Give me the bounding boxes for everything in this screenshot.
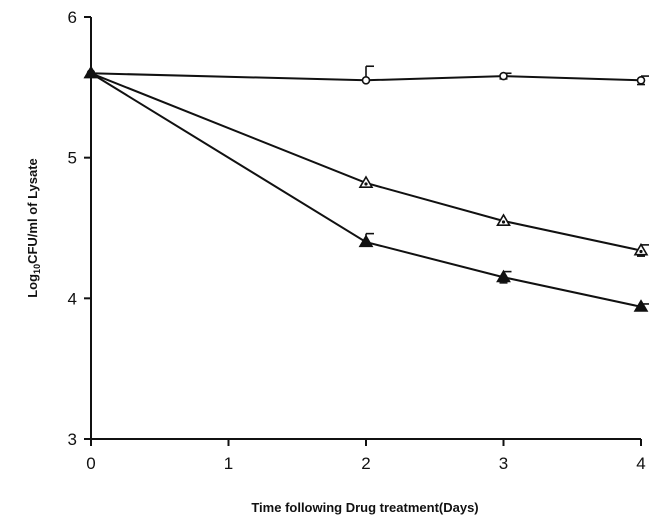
series-open-circle <box>86 65 649 86</box>
x-tick-label: 1 <box>224 454 233 473</box>
x-tick-label: 3 <box>499 454 508 473</box>
y-axis-label-sub: 10 <box>32 264 42 274</box>
data-point-dot <box>639 249 643 254</box>
y-tick-label: 5 <box>68 149 77 168</box>
data-point-dot <box>501 220 506 224</box>
data-point <box>633 299 649 312</box>
series-layer <box>83 65 649 312</box>
data-point <box>358 175 374 188</box>
series-line <box>90 72 642 252</box>
data-point-dot <box>364 182 368 186</box>
x-tick-label: 4 <box>636 454 645 473</box>
y-axis-label: Log10CFU/ml of Lysate <box>25 158 42 298</box>
series-line <box>90 72 642 308</box>
data-point <box>83 65 99 79</box>
data-point <box>496 213 511 226</box>
y-axis-label-pre: Log <box>25 274 40 298</box>
x-tick-label: 0 <box>86 454 95 473</box>
series-filled-triangle <box>83 65 649 312</box>
data-point <box>496 269 511 283</box>
ticks: 3 4 5 6 0 1 2 3 4 <box>68 8 646 473</box>
data-point <box>361 76 371 85</box>
data-point <box>358 234 374 248</box>
y-tick-label: 6 <box>68 8 77 27</box>
y-tick-label: 3 <box>68 430 77 449</box>
y-axis-label-post: CFU/ml of Lysate <box>25 158 40 264</box>
data-point <box>636 76 646 85</box>
y-tick-label: 4 <box>68 289 77 308</box>
series-open-triangle <box>83 65 649 257</box>
x-axis-label: Time following Drug treatment(Days) <box>251 500 478 515</box>
x-tick-label: 2 <box>361 454 370 473</box>
series-line <box>90 72 642 82</box>
data-point <box>633 242 649 256</box>
data-point <box>499 71 508 81</box>
